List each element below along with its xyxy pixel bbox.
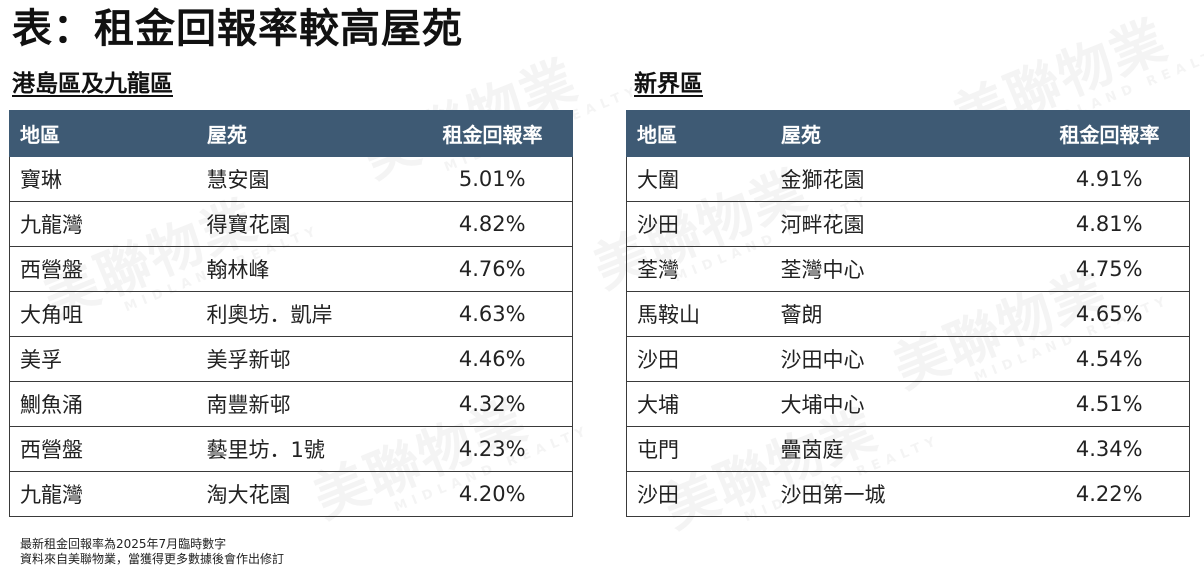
footnote-line: 資料來自美聯物業，當獲得更多數據後會作出修訂: [20, 552, 285, 566]
table-row: 美孚 美孚新邨 4.46%: [9, 336, 573, 382]
cell-rate: 5.01%: [412, 156, 573, 202]
cell-estate: 金獅花園: [770, 156, 1030, 202]
left-rental-yield-table: 地區 屋苑 租金回報率 寶琳 慧安園 5.01% 九龍灣 得寶花園 4.82% 西營盤 翰林峰…: [9, 110, 573, 517]
column-header-rate: 租金回報率: [412, 110, 573, 157]
right-rental-yield-table: 地區 屋苑 租金回報率 大圍 金獅花園 4.91% 沙田 河畔花園 4.81% 荃灣 荃灣中心…: [626, 110, 1190, 517]
cell-district: 西營盤: [9, 426, 197, 472]
table-header-row: 地區 屋苑 租金回報率: [9, 110, 573, 157]
table-row: 西營盤 藝里坊．1號 4.23%: [9, 426, 573, 472]
cell-rate: 4.82%: [412, 201, 573, 247]
cell-rate: 4.20%: [412, 471, 573, 517]
cell-estate: 翰林峰: [196, 246, 413, 292]
left-section-heading: 港島區及九龍區: [12, 71, 173, 97]
table-row: 大埔 大埔中心 4.51%: [626, 381, 1190, 427]
cell-district: 大圍: [626, 156, 771, 202]
table-row: 寶琳 慧安園 5.01%: [9, 156, 573, 202]
cell-rate: 4.51%: [1029, 381, 1190, 427]
cell-estate: 荃灣中心: [770, 246, 1030, 292]
cell-district: 鰂魚涌: [9, 381, 197, 427]
cell-district: 大角咀: [9, 291, 197, 337]
cell-rate: 4.32%: [412, 381, 573, 427]
cell-district: 大埔: [626, 381, 771, 427]
cell-rate: 4.54%: [1029, 336, 1190, 382]
table-row: 鰂魚涌 南豐新邨 4.32%: [9, 381, 573, 427]
cell-district: 荃灣: [626, 246, 771, 292]
cell-estate: 美孚新邨: [196, 336, 413, 382]
cell-rate: 4.65%: [1029, 291, 1190, 337]
cell-rate: 4.76%: [412, 246, 573, 292]
cell-district: 馬鞍山: [626, 291, 771, 337]
cell-estate: 利奧坊．凱岸: [196, 291, 413, 337]
cell-estate: 南豐新邨: [196, 381, 413, 427]
table-row: 馬鞍山 薈朗 4.65%: [626, 291, 1190, 337]
cell-estate: 沙田第一城: [770, 471, 1030, 517]
table-row: 西營盤 翰林峰 4.76%: [9, 246, 573, 292]
cell-rate: 4.63%: [412, 291, 573, 337]
table-row: 沙田 沙田第一城 4.22%: [626, 471, 1190, 517]
cell-rate: 4.75%: [1029, 246, 1190, 292]
cell-estate: 藝里坊．1號: [196, 426, 413, 472]
cell-district: 沙田: [626, 336, 771, 382]
cell-estate: 疊茵庭: [770, 426, 1030, 472]
cell-estate: 河畔花園: [770, 201, 1030, 247]
column-header-rate: 租金回報率: [1029, 110, 1190, 157]
cell-estate: 沙田中心: [770, 336, 1030, 382]
table-row: 沙田 河畔花園 4.81%: [626, 201, 1190, 247]
cell-district: 沙田: [626, 201, 771, 247]
cell-estate: 得寶花園: [196, 201, 413, 247]
cell-rate: 4.22%: [1029, 471, 1190, 517]
table-row: 荃灣 荃灣中心 4.75%: [626, 246, 1190, 292]
table-row: 大角咀 利奧坊．凱岸 4.63%: [9, 291, 573, 337]
footnote-line: 最新租金回報率為2025年7月臨時數字: [20, 537, 227, 551]
cell-estate: 淘大花園: [196, 471, 413, 517]
table-row: 屯門 疊茵庭 4.34%: [626, 426, 1190, 472]
cell-rate: 4.23%: [412, 426, 573, 472]
cell-district: 屯門: [626, 426, 771, 472]
cell-estate: 慧安園: [196, 156, 413, 202]
table-row: 大圍 金獅花園 4.91%: [626, 156, 1190, 202]
cell-district: 西營盤: [9, 246, 197, 292]
cell-rate: 4.91%: [1029, 156, 1190, 202]
cell-district: 九龍灣: [9, 471, 197, 517]
table-header-row: 地區 屋苑 租金回報率: [626, 110, 1190, 157]
cell-district: 沙田: [626, 471, 771, 517]
column-header-estate: 屋苑: [196, 110, 413, 157]
cell-district: 美孚: [9, 336, 197, 382]
page-title: 表：租金回報率較高屋苑: [12, 6, 463, 52]
column-header-district: 地區: [9, 110, 197, 157]
footnote: 最新租金回報率為2025年7月臨時數字 資料來自美聯物業，當獲得更多數據後會作出…: [20, 537, 284, 567]
cell-district: 寶琳: [9, 156, 197, 202]
table-row: 九龍灣 得寶花園 4.82%: [9, 201, 573, 247]
cell-rate: 4.46%: [412, 336, 573, 382]
table-row: 沙田 沙田中心 4.54%: [626, 336, 1190, 382]
cell-rate: 4.34%: [1029, 426, 1190, 472]
column-header-district: 地區: [626, 110, 771, 157]
cell-district: 九龍灣: [9, 201, 197, 247]
right-section-heading: 新界區: [634, 71, 703, 97]
column-header-estate: 屋苑: [770, 110, 1030, 157]
table-row: 九龍灣 淘大花園 4.20%: [9, 471, 573, 517]
cell-estate: 大埔中心: [770, 381, 1030, 427]
cell-rate: 4.81%: [1029, 201, 1190, 247]
cell-estate: 薈朗: [770, 291, 1030, 337]
